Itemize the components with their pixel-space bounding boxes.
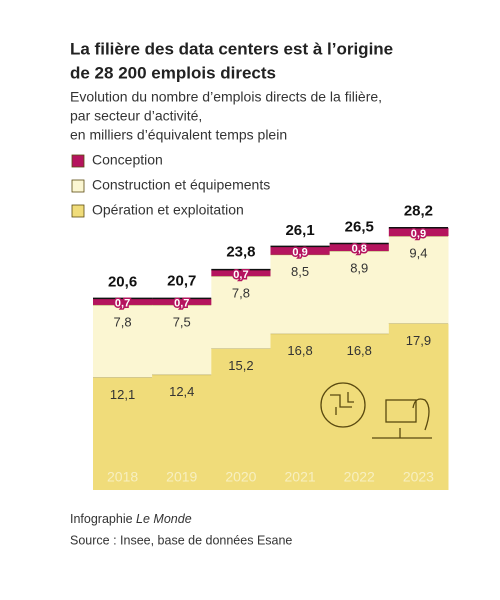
- value-label: 15,2: [228, 358, 253, 373]
- chart-title: de 28 200 emplois directs: [70, 63, 276, 82]
- value-label: 9,4: [409, 246, 427, 261]
- credit-publisher: Le Monde: [136, 512, 192, 526]
- segment: [329, 243, 390, 251]
- value-label: 8,5: [291, 264, 309, 279]
- total-label: 26,1: [285, 222, 314, 239]
- legend-label: Conception: [92, 152, 163, 168]
- value-label: 0,7: [115, 298, 130, 310]
- illustration: [320, 382, 432, 439]
- subtitle: par secteur d’activité,: [70, 108, 202, 124]
- segment: [329, 250, 390, 334]
- legend-swatch: [71, 204, 85, 218]
- value-label: 8,9: [350, 260, 368, 275]
- total-label: 26,5: [345, 219, 374, 236]
- total-label: 20,6: [108, 273, 137, 290]
- value-label: 7,8: [232, 286, 250, 301]
- total-label: 28,2: [404, 203, 433, 220]
- value-label: 7,5: [173, 314, 191, 329]
- legend: Conception Construction et équipements Opé…: [71, 152, 270, 218]
- segment: [270, 254, 331, 334]
- x-tick-label: 2020: [225, 469, 256, 485]
- credit: Infographie Le Monde: [70, 512, 192, 526]
- segment: [270, 246, 331, 255]
- segment: [93, 377, 153, 490]
- value-label: 16,8: [287, 343, 312, 358]
- segment: [211, 269, 271, 277]
- segment: [152, 304, 212, 375]
- segment: [93, 298, 153, 305]
- total-label: 20,7: [167, 272, 196, 289]
- x-tick-label: 2021: [285, 469, 316, 485]
- segment: [152, 374, 212, 490]
- value-label: 0,7: [233, 269, 248, 281]
- segment: [388, 236, 449, 324]
- x-tick-label: 2019: [166, 469, 197, 485]
- value-label: 7,8: [114, 314, 132, 329]
- segment: [388, 323, 449, 490]
- plot-area: 12,1 7,8 0,7 20,6 2018 12,4 7,5 0,7 20,7 2019 15,2…: [93, 203, 449, 490]
- chart-title: La filière des data centers est à l’orig…: [70, 39, 393, 58]
- subtitle: Evolution du nombre d’emplois directs de…: [70, 89, 382, 105]
- credit-text: Infographie: [70, 512, 133, 526]
- x-tick-label: 2018: [107, 469, 138, 485]
- total-label: 23,8: [226, 244, 255, 261]
- value-label: 16,8: [347, 343, 372, 358]
- value-label: 0,8: [352, 243, 367, 255]
- legend-swatch: [71, 179, 85, 193]
- segment: [152, 298, 212, 305]
- segment: [270, 333, 331, 490]
- x-tick-label: 2022: [344, 469, 375, 485]
- subtitle: en milliers d’équivalent temps plein: [70, 127, 287, 143]
- segment: [211, 348, 271, 490]
- value-label: 17,9: [406, 333, 431, 348]
- legend-swatch: [71, 154, 85, 168]
- segment: [93, 304, 153, 378]
- value-label: 0,7: [174, 298, 189, 310]
- segment: [329, 333, 390, 490]
- value-label: 0,9: [292, 246, 307, 258]
- legend-label: Opération et exploitation: [92, 202, 244, 218]
- value-label: 12,1: [110, 387, 135, 402]
- value-label: 0,9: [411, 228, 426, 240]
- legend-label: Construction et équipements: [92, 177, 270, 193]
- segment: [388, 227, 449, 237]
- x-tick-label: 2023: [403, 469, 434, 485]
- value-label: 12,4: [169, 384, 194, 399]
- source: Source : Insee, base de données Esane: [70, 533, 292, 547]
- segment: [211, 276, 271, 349]
